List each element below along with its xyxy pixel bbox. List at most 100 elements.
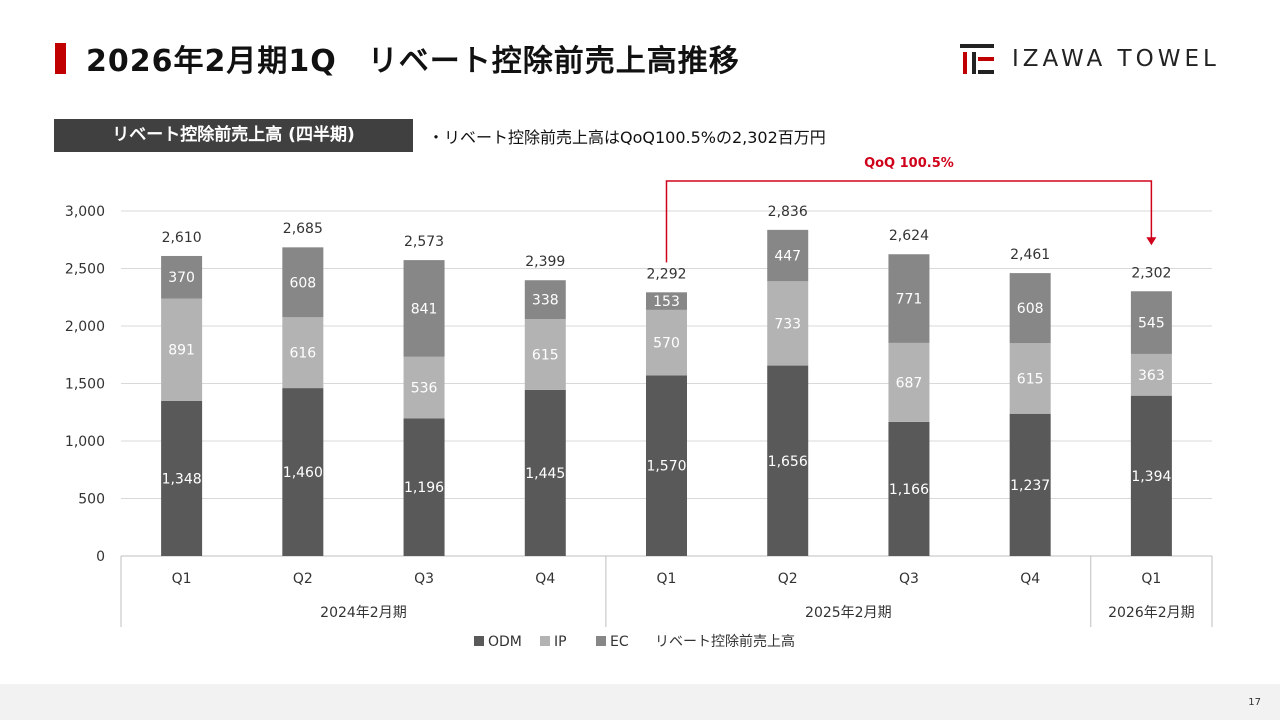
section-label: リベート控除前売上高 (四半期): [54, 119, 413, 152]
legend-label-total: リベート控除前売上高: [655, 633, 795, 650]
logo-text: IZAWA TOWEL: [1012, 46, 1220, 72]
footer-band: [0, 684, 1280, 720]
data-label-ec: 841: [411, 301, 438, 317]
bar-segment-ip: [646, 309, 687, 376]
x-tick-label: Q1: [1141, 571, 1161, 587]
group-label: 2025年2月期: [805, 605, 892, 621]
data-label-ec: 771: [896, 292, 923, 308]
data-label-odm: 1,196: [404, 480, 444, 496]
stacked-bar-chart: 0 500 1,000 1,500 2,000 2,500 3,000 1,348 891 370…: [65, 156, 1213, 650]
total-label: 2,573: [404, 234, 444, 250]
x-tick-label: Q3: [414, 571, 434, 587]
bar-segment-ec: [767, 229, 809, 282]
data-label-ec: 370: [168, 270, 195, 286]
legend-swatch-ec: [596, 636, 606, 646]
data-label-ec: 608: [1017, 301, 1044, 317]
data-label-ip: 615: [1017, 371, 1044, 387]
y-tick-label: 1,500: [65, 377, 105, 393]
bar-segment-ip: [161, 298, 203, 401]
data-label-odm: 1,445: [525, 466, 565, 482]
section-note: ・リベート控除前売上高はQoQ100.5%の2,302百万円: [428, 128, 826, 147]
group-label: 2024年2月期: [320, 605, 407, 621]
bar-segment-ec: [646, 292, 687, 310]
legend-label-odm: ODM: [488, 634, 522, 650]
total-label: 2,836: [768, 204, 808, 220]
total-label: 2,624: [889, 228, 929, 244]
total-label: 2,302: [1131, 265, 1171, 281]
qoq-arrow-head: [1146, 237, 1157, 246]
data-label-odm: 1,348: [162, 471, 202, 487]
qoq-annotation: QoQ 100.5%: [864, 156, 954, 171]
bar-segment-odm: [161, 400, 203, 556]
bar-segment-odm: [403, 418, 445, 556]
y-tick-label: 2,500: [65, 262, 105, 278]
x-tick-label: Q1: [172, 571, 192, 587]
page-number: 17: [1248, 697, 1261, 708]
group-label: 2026年2月期: [1108, 605, 1195, 621]
data-label-ip: 616: [289, 346, 316, 362]
total-label: 2,399: [525, 254, 565, 270]
data-label-ip: 536: [411, 381, 438, 397]
x-tick-label: Q3: [899, 571, 919, 587]
data-label-ec: 153: [653, 294, 680, 310]
page-title: 2026年2月期1Q リベート控除前売上高推移: [86, 44, 740, 79]
total-label: 2,461: [1010, 247, 1050, 263]
data-label-ec: 545: [1138, 316, 1165, 332]
y-tick-label: 2,000: [65, 319, 105, 335]
x-tick-label: Q4: [1020, 571, 1040, 587]
legend-label-ip: IP: [554, 634, 567, 650]
bar-segment-ip: [403, 356, 445, 419]
data-label-ec: 447: [774, 249, 801, 265]
x-tick-label: Q2: [778, 571, 798, 587]
bar-segment-odm: [1009, 413, 1051, 556]
data-label-odm: 1,394: [1131, 469, 1171, 485]
total-label: 2,292: [646, 266, 686, 282]
x-tick-label: Q4: [535, 571, 555, 587]
bar-segment-ip: [1130, 353, 1172, 396]
bar-segment-ip: [1009, 343, 1051, 414]
bar-segment-ec: [161, 255, 203, 299]
data-label-ip: 363: [1138, 368, 1165, 384]
bar-segment-ip: [767, 281, 809, 366]
data-label-ip: 570: [653, 336, 680, 352]
y-tick-label: 500: [78, 492, 105, 508]
bar-segment-odm: [524, 389, 566, 556]
legend-label-ec: EC: [610, 634, 629, 650]
data-label-odm: 1,460: [283, 465, 323, 481]
data-label-odm: 1,570: [646, 459, 686, 475]
bar-segment-ip: [524, 319, 566, 390]
bar-segment-odm: [888, 421, 930, 556]
bar-segment-ip: [282, 317, 324, 389]
bar-segment-odm: [767, 365, 809, 556]
logo-mark-icon: [960, 44, 994, 74]
data-label-ip: 733: [774, 316, 801, 332]
bar-segment-ec: [403, 260, 445, 357]
data-label-ec: 608: [289, 275, 316, 291]
bar-segment-ec: [1130, 291, 1172, 354]
total-label: 2,610: [162, 230, 202, 246]
bar-segment-odm: [282, 388, 324, 556]
bar-segment-odm: [1130, 395, 1172, 556]
data-label-ip: 891: [168, 343, 195, 359]
data-label-ip: 615: [532, 347, 559, 363]
bar-segment-ec: [282, 247, 324, 318]
data-label-ip: 687: [896, 375, 923, 391]
x-tick-label: Q2: [293, 571, 313, 587]
data-label-odm: 1,237: [1010, 478, 1050, 494]
legend-swatch-odm: [474, 636, 484, 646]
bar-segment-ec: [524, 280, 566, 320]
title-accent-bar: [55, 43, 66, 74]
bar-segment-ec: [1009, 273, 1051, 344]
total-label: 2,685: [283, 221, 323, 237]
bar-segment-ec: [888, 254, 930, 343]
y-tick-label: 3,000: [65, 204, 105, 220]
company-logo: IZAWA TOWEL: [960, 44, 1220, 74]
qoq-connector: [665, 180, 1153, 263]
data-label-odm: 1,166: [889, 482, 929, 498]
bar-segment-ip: [888, 342, 930, 422]
bar-segment-odm: [646, 375, 687, 556]
x-tick-label: Q1: [657, 571, 677, 587]
y-tick-label: 1,000: [65, 434, 105, 450]
legend-swatch-ip: [540, 636, 550, 646]
y-tick-label: 0: [96, 549, 105, 565]
